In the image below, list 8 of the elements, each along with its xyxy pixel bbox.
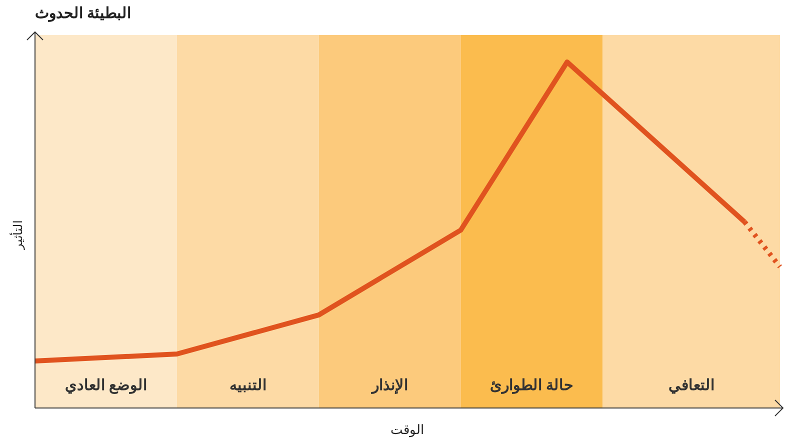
annotation: التنبيه: [229, 377, 266, 394]
annotation: التعافي: [668, 377, 714, 395]
chart-title: البطيئة الحدوث: [35, 5, 132, 22]
y-axis-title: التأثير: [9, 220, 25, 250]
annotation: حالة الطوارئ: [490, 377, 574, 394]
annotation: الوضع العادي: [64, 377, 148, 395]
annotation: الإنذار: [370, 377, 408, 394]
x-axis-title: الوقت: [390, 422, 424, 438]
